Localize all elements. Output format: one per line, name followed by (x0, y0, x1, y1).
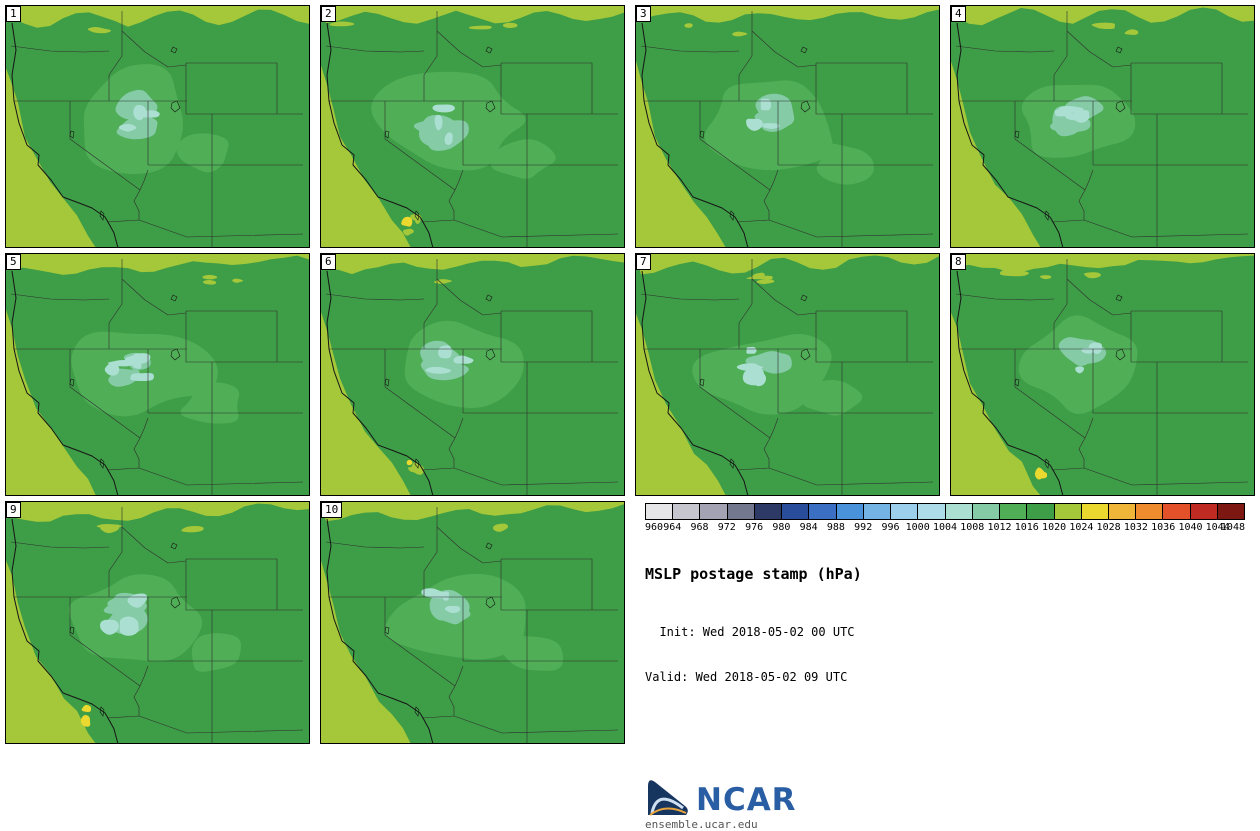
colorbar-tick: 1012 (987, 522, 1012, 533)
mslp-map (320, 5, 625, 248)
colorbar-tick: 976 (745, 522, 764, 533)
colorbar-segment (1108, 504, 1137, 519)
colorbar-tick: 960 (645, 522, 664, 533)
map-panel-6: 6 (320, 253, 625, 496)
panel-number-badge: 10 (321, 502, 343, 518)
map-panel-8: 8 (950, 253, 1255, 496)
colorbar-tick: 1000 (905, 522, 930, 533)
colorbar-tick: 1048 (1220, 522, 1245, 533)
panel-number-badge: 1 (6, 6, 21, 22)
mslp-map (5, 5, 310, 248)
colorbar-tick: 988 (826, 522, 845, 533)
site-url: ensemble.ucar.edu (645, 818, 758, 831)
colorbar-segment (782, 504, 810, 519)
colorbar-segment (918, 504, 946, 519)
ncar-wordmark: NCAR (696, 782, 797, 818)
mslp-map (635, 253, 940, 496)
panel-number-badge: 2 (321, 6, 336, 22)
colorbar-tick: 1040 (1178, 522, 1203, 533)
panel-number-badge: 8 (951, 254, 966, 270)
colorbar-tick: 980 (772, 522, 791, 533)
panel-number-badge: 6 (321, 254, 336, 270)
colorbar-ticks: 960 964 968 972 976 980 984 988 992 996 1000 1004 10… (645, 522, 1245, 535)
colorbar-tick: 992 (854, 522, 873, 533)
colorbar-segment (945, 504, 973, 519)
colorbar-segment (863, 504, 892, 519)
mslp-map (5, 501, 310, 744)
legend-panel: 960 964 968 972 976 980 984 988 992 996 1000 1004 10… (645, 503, 1251, 831)
map-panel-3: 3 (635, 5, 940, 248)
colorbar-tick: 996 (881, 522, 900, 533)
colorbar-tick: 984 (799, 522, 818, 533)
colorbar-segment (1163, 504, 1191, 519)
colorbar-segment (1136, 504, 1164, 519)
colorbar-segment (646, 504, 674, 519)
mslp-map (5, 253, 310, 496)
colorbar-segment (1027, 504, 1055, 519)
colorbar-tick: 968 (690, 522, 709, 533)
colorbar-segment (836, 504, 864, 519)
colorbar-tick: 1028 (1096, 522, 1121, 533)
mslp-map (320, 253, 625, 496)
colorbar-tick: 964 (663, 522, 682, 533)
colorbar-segment (972, 504, 1001, 519)
panel-grid: 1 2 3 4 5 6 7 8 9 10 (5, 5, 1255, 744)
colorbar-segment (727, 504, 755, 519)
map-panel-5: 5 (5, 253, 310, 496)
colorbar (645, 503, 1245, 520)
init-time: Init: Wed 2018-05-02 00 UTC (645, 625, 855, 639)
colorbar-tick: 1004 (932, 522, 958, 533)
map-panel-7: 7 (635, 253, 940, 496)
map-panel-4: 4 (950, 5, 1255, 248)
panel-number-badge: 5 (6, 254, 21, 270)
mslp-map (320, 501, 625, 744)
colorbar-segment (1081, 504, 1109, 519)
colorbar-segment (1217, 504, 1245, 519)
colorbar-segment (700, 504, 728, 519)
time-info: Init: Wed 2018-05-02 00 UTC Valid: Wed 2… (645, 595, 1251, 715)
valid-time: Valid: Wed 2018-05-02 09 UTC (645, 670, 848, 684)
panel-number-badge: 7 (636, 254, 651, 270)
colorbar-segment (1190, 504, 1218, 519)
mslp-map (950, 5, 1255, 248)
colorbar-segment (1054, 504, 1082, 519)
colorbar-segment (891, 504, 919, 519)
ncar-logo: NCAR (645, 775, 1251, 817)
colorbar-tick: 1016 (1014, 522, 1039, 533)
colorbar-segment (1000, 504, 1028, 519)
plot-title: MSLP postage stamp (hPa) (645, 565, 862, 583)
map-panel-1: 1 (5, 5, 310, 248)
map-panel-10: 10 (320, 501, 625, 744)
panel-number-badge: 4 (951, 6, 966, 22)
colorbar-tick: 972 (717, 522, 736, 533)
colorbar-segment (809, 504, 837, 519)
mslp-map (635, 5, 940, 248)
panel-number-badge: 9 (6, 502, 21, 518)
panel-number-badge: 3 (636, 6, 651, 22)
colorbar-tick: 1044 (1205, 522, 1230, 533)
colorbar-tick: 1020 (1042, 522, 1067, 533)
colorbar-tick: 1008 (960, 522, 985, 533)
colorbar-segment (754, 504, 783, 519)
colorbar-tick: 1032 (1123, 522, 1148, 533)
map-panel-9: 9 (5, 501, 310, 744)
mslp-map (950, 253, 1255, 496)
map-panel-2: 2 (320, 5, 625, 248)
colorbar-segment (673, 504, 701, 519)
colorbar-tick: 1036 (1151, 522, 1176, 533)
colorbar-tick: 1024 (1069, 522, 1094, 533)
ncar-logo-icon (648, 780, 688, 816)
